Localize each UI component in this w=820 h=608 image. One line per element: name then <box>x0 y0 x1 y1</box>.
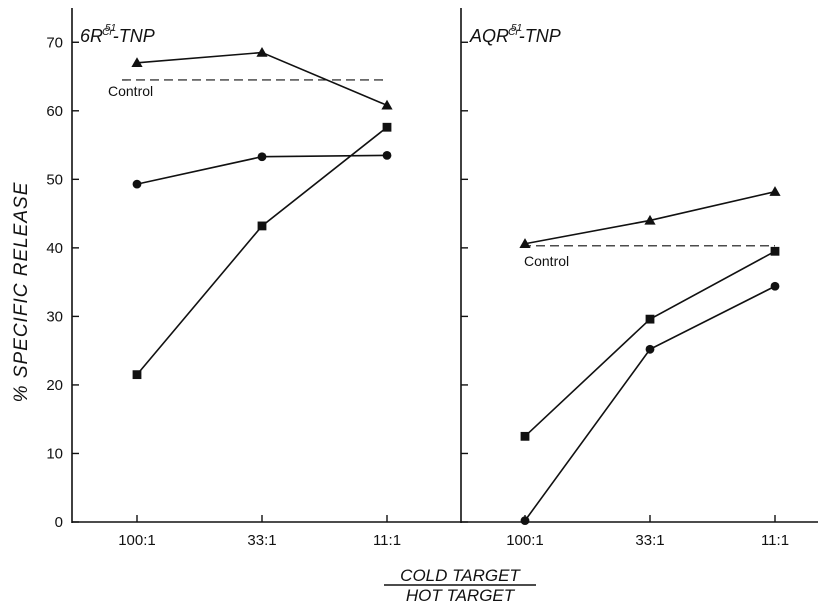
data-point-square <box>257 221 267 231</box>
panels-layer: 0 10 20 30 40 50 60 70 100:1 33:1 11:1 6R 51Cr-TNP Co… <box>46 8 818 549</box>
y-tick-label: 10 <box>46 445 63 462</box>
x-tick-label: 11:1 <box>761 532 789 549</box>
x-axis-label-numerator: COLD TARGET <box>400 566 521 585</box>
data-point-circle <box>770 281 780 291</box>
series-line-square <box>524 250 776 437</box>
data-point-triangle <box>519 238 531 248</box>
data-point-circle <box>382 150 392 160</box>
data-point-square <box>770 246 780 256</box>
y-tick-label: 70 <box>46 34 63 51</box>
y-tick-label: 0 <box>55 514 63 531</box>
data-point-square <box>645 314 655 324</box>
panel-title: AQR 51Cr-TNP <box>469 23 561 46</box>
x-axis-label-denominator: HOT TARGET <box>406 586 516 603</box>
data-point-triangle <box>256 46 268 57</box>
y-tick-label: 40 <box>46 240 63 257</box>
x-tick-label: 100:1 <box>118 532 156 549</box>
panel-1: 0 10 20 30 40 50 60 70 100:1 33:1 11:1 6R 51Cr-TNP Co… <box>46 8 461 549</box>
data-point-square <box>382 122 392 132</box>
panel-title: 6R 51Cr-TNP <box>80 23 155 46</box>
data-point-circle <box>645 344 655 354</box>
y-tick-label: 60 <box>46 103 63 120</box>
data-point-square <box>520 431 530 441</box>
x-tick-label: 33:1 <box>247 532 276 549</box>
x-tick-label: 33:1 <box>635 532 664 549</box>
data-point-triangle <box>644 214 656 225</box>
y-tick-label: 30 <box>46 308 63 325</box>
x-tick-label: 100:1 <box>506 532 544 549</box>
x-tick-label: 11:1 <box>373 532 401 549</box>
data-point-triangle <box>131 57 143 68</box>
data-point-circle <box>520 516 530 526</box>
panel-2: 100:1 33:1 11:1 AQR 51Cr-TNP Control <box>460 8 818 549</box>
y-tick-label: 20 <box>46 377 63 394</box>
data-point-triangle <box>381 99 393 110</box>
y-tick-label: 50 <box>46 171 63 188</box>
data-point-square <box>132 370 142 380</box>
y-axis-label: % SPECIFIC RELEASE <box>11 182 32 403</box>
data-point-circle <box>132 179 142 189</box>
control-label: Control <box>108 83 153 99</box>
control-label: Control <box>524 253 569 269</box>
data-point-circle <box>257 152 267 162</box>
data-point-triangle <box>769 186 781 196</box>
series-line-square <box>136 126 388 376</box>
series-line-triangle <box>136 51 388 107</box>
